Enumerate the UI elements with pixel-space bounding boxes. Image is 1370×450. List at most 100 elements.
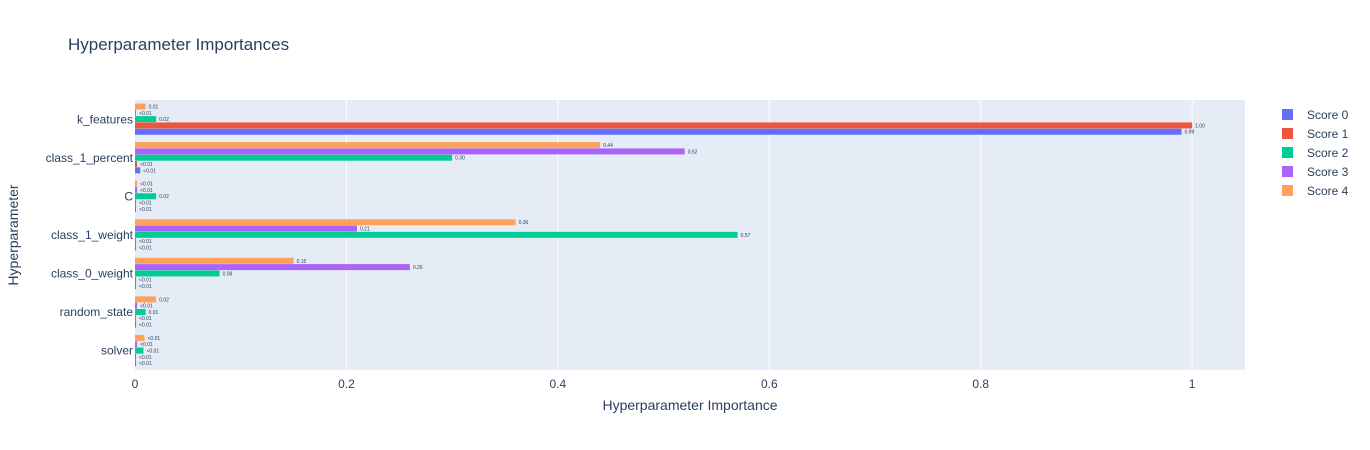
legend-label: Score 0 (1307, 108, 1349, 122)
bar-score-4[interactable] (135, 296, 157, 303)
bar-value-label: <0.01 (139, 355, 152, 361)
y-tick-label: C (124, 189, 133, 203)
bar-value-label: <0.01 (140, 188, 153, 194)
legend: Score 0 Score 1 Score 2 Score 3 Score 4 (1282, 108, 1349, 198)
legend-item-score-4[interactable]: Score 4 (1282, 184, 1349, 198)
bar-score-3[interactable] (135, 341, 138, 348)
bar-score-1[interactable] (135, 276, 137, 283)
y-tick-label: random_state (60, 305, 134, 319)
bar-score-0[interactable] (135, 244, 137, 251)
bar-score-4[interactable] (135, 142, 601, 149)
y-axis-title: Hyperparameter (5, 184, 21, 285)
x-tick-label: 0.6 (761, 377, 778, 391)
bar-value-label: 0.02 (159, 117, 169, 123)
y-tick-label: class_1_weight (51, 228, 134, 242)
bar-value-label: <0.01 (139, 201, 152, 207)
x-tick-label: 0 (132, 377, 139, 391)
bar-value-label: 0.15 (297, 259, 307, 265)
bar-score-3[interactable] (135, 109, 137, 116)
bar-score-4[interactable] (135, 180, 138, 187)
bar-score-1[interactable] (135, 353, 137, 360)
bar-value-label: 0.44 (603, 143, 613, 149)
bar-score-1[interactable] (135, 122, 1193, 129)
bar-value-label: 0.02 (159, 194, 169, 200)
bar-score-0[interactable] (135, 205, 137, 212)
bar-value-label: <0.01 (140, 304, 153, 310)
bar-value-label: <0.01 (139, 245, 152, 251)
bar-value-label: <0.01 (139, 284, 152, 290)
legend-item-score-2[interactable]: Score 2 (1282, 146, 1349, 160)
bar-score-3[interactable] (135, 264, 410, 271)
bar-value-label: <0.01 (139, 323, 152, 329)
bar-score-0[interactable] (135, 360, 137, 367)
y-tick-label: k_features (77, 112, 133, 126)
bar-value-label: 0.01 (149, 104, 159, 110)
bar-value-label: <0.01 (139, 316, 152, 322)
bar-value-label: <0.01 (139, 111, 152, 117)
legend-swatch (1282, 185, 1293, 196)
bar-value-label: 0.57 (741, 233, 751, 239)
bar-score-3[interactable] (135, 302, 138, 309)
x-tick-label: 0.8 (972, 377, 989, 391)
bar-score-3[interactable] (135, 186, 138, 193)
bar-score-3[interactable] (135, 148, 685, 155)
bar-score-2[interactable] (135, 193, 157, 200)
bar-value-label: <0.01 (140, 162, 153, 168)
legend-item-score-1[interactable]: Score 1 (1282, 127, 1349, 141)
bar-value-label: 0.08 (223, 271, 233, 277)
bar-value-label: <0.01 (140, 182, 153, 188)
bar-score-3[interactable] (135, 225, 357, 232)
bar-value-label: 1.00 (1195, 123, 1205, 129)
bar-score-4[interactable] (135, 103, 146, 110)
bar-score-2[interactable] (135, 231, 738, 238)
bar-score-1[interactable] (135, 315, 137, 322)
bar-score-2[interactable] (135, 347, 144, 354)
y-tick-label: solver (101, 344, 133, 358)
bar-value-label: 0.52 (688, 149, 698, 155)
legend-swatch (1282, 109, 1293, 120)
bar-value-label: <0.01 (140, 342, 153, 348)
x-tick-label: 0.4 (550, 377, 567, 391)
bar-value-label: <0.01 (143, 168, 156, 174)
legend-swatch (1282, 147, 1293, 158)
x-axis-title: Hyperparameter Importance (602, 397, 777, 413)
x-tick-label: 0.2 (338, 377, 355, 391)
bar-score-0[interactable] (135, 167, 141, 174)
legend-item-score-3[interactable]: Score 3 (1282, 165, 1349, 179)
bar-value-label: <0.01 (148, 336, 161, 342)
bar-score-4[interactable] (135, 257, 294, 264)
bar-score-0[interactable] (135, 283, 137, 290)
bar-score-0[interactable] (135, 321, 137, 328)
legend-label: Score 3 (1307, 165, 1349, 179)
bar-value-label: 0.02 (159, 297, 169, 303)
bar-value-label: 0.21 (360, 227, 370, 233)
bar-score-2[interactable] (135, 270, 220, 277)
y-tick-label: class_0_weight (51, 267, 134, 281)
bar-score-1[interactable] (135, 161, 138, 168)
bar-score-2[interactable] (135, 116, 157, 123)
bar-value-label: 0.01 (149, 310, 159, 316)
chart-title: Hyperparameter Importances (68, 35, 289, 54)
bar-score-2[interactable] (135, 308, 146, 315)
bar-value-label: 0.26 (413, 265, 423, 271)
bar-score-2[interactable] (135, 154, 453, 161)
bar-score-4[interactable] (135, 219, 516, 226)
legend-swatch (1282, 166, 1293, 177)
bar-value-label: 0.30 (455, 156, 465, 162)
bar-labels: 0.991.000.02<0.010.01<0.01<0.010.300.520… (139, 104, 1205, 367)
bar-value-label: <0.01 (146, 349, 159, 355)
y-tick-label: class_1_percent (46, 151, 134, 165)
legend-item-score-0[interactable]: Score 0 (1282, 108, 1349, 122)
x-tick-labels: 0 0.2 0.4 0.6 0.8 1 (132, 377, 1196, 391)
bar-score-1[interactable] (135, 199, 137, 206)
bar-value-label: <0.01 (139, 239, 152, 245)
bar-score-1[interactable] (135, 238, 137, 245)
bar-value-label: 0.99 (1185, 130, 1195, 136)
bar-score-4[interactable] (135, 334, 145, 341)
bar-value-label: <0.01 (139, 278, 152, 284)
bar-value-label: 0.36 (519, 220, 529, 226)
bar-value-label: <0.01 (139, 361, 152, 367)
legend-label: Score 2 (1307, 146, 1349, 160)
bar-score-0[interactable] (135, 128, 1182, 135)
bar-value-label: <0.01 (139, 207, 152, 213)
